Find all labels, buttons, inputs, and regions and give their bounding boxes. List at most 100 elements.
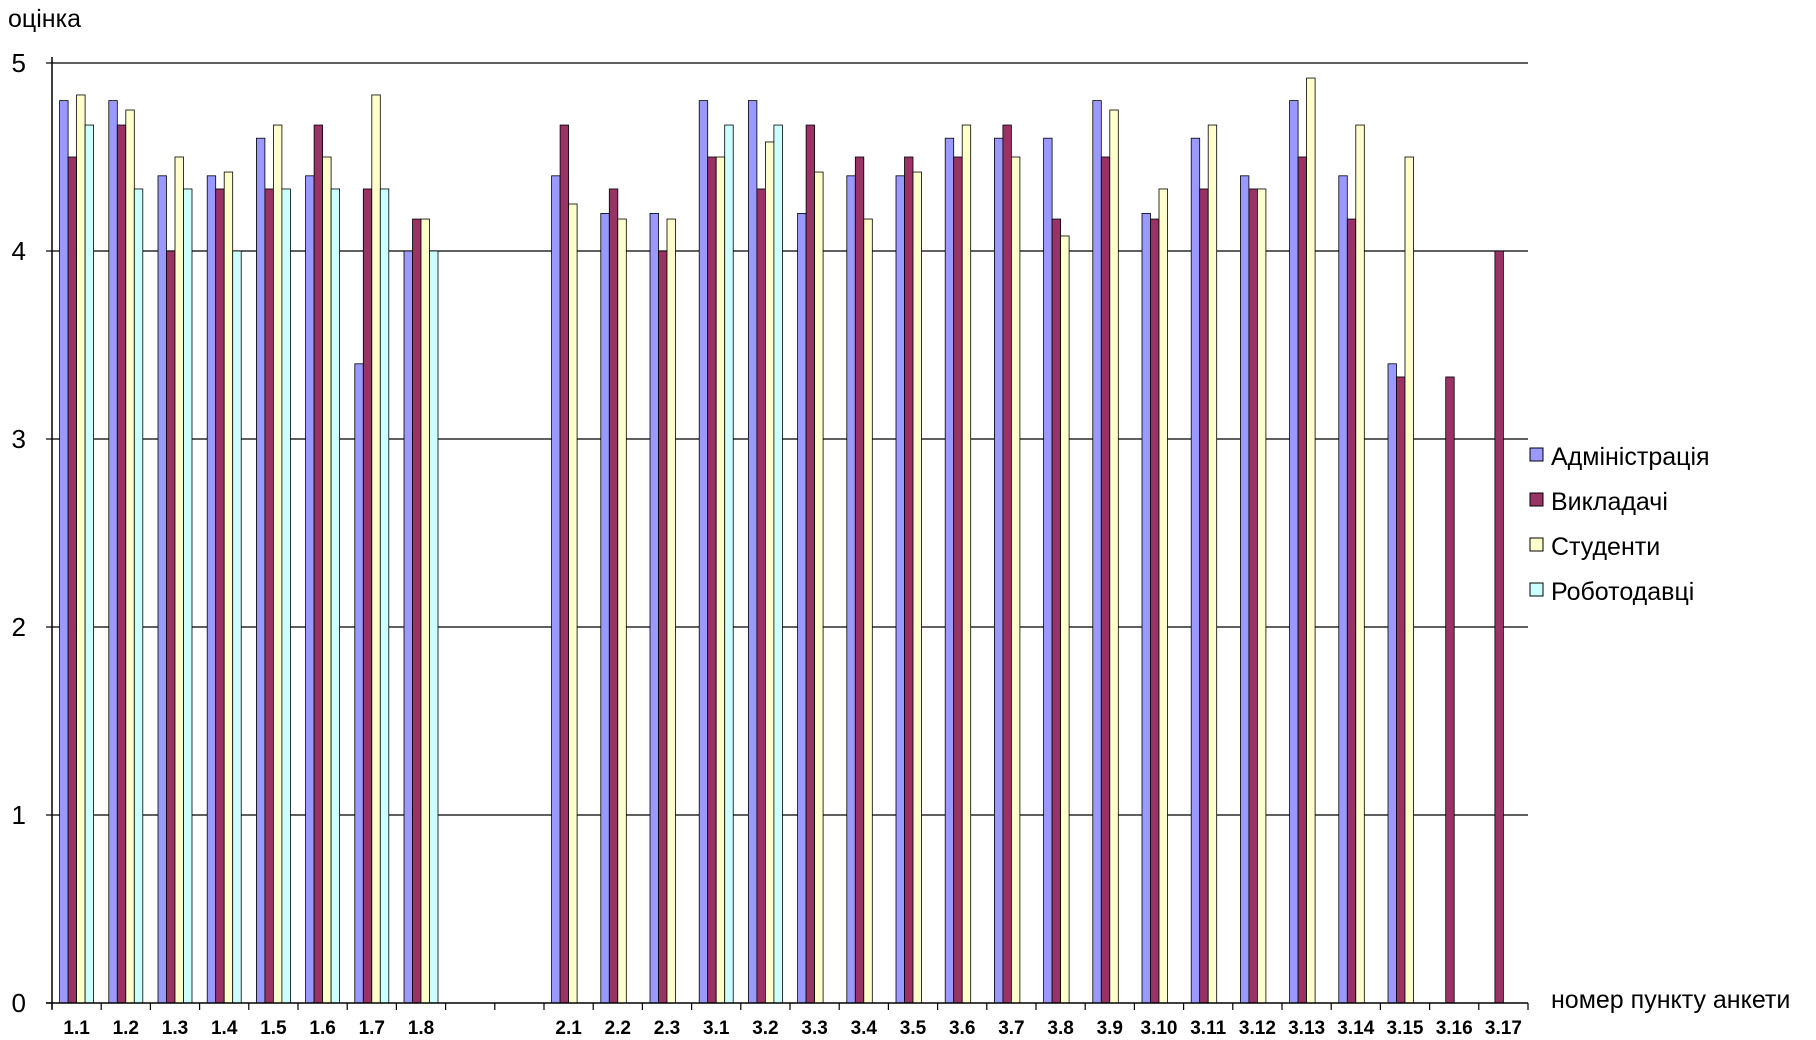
bar — [559, 124, 569, 1004]
bar — [1109, 109, 1119, 1004]
bar — [1338, 175, 1348, 1004]
bar — [961, 124, 972, 1004]
bar — [1248, 188, 1258, 1004]
bar — [912, 171, 922, 1004]
y-tick-label: 0 — [12, 988, 26, 1018]
x-tick-label: 2.3 — [654, 1018, 680, 1039]
bar — [206, 175, 217, 1004]
bar — [953, 156, 963, 1004]
bar — [797, 212, 807, 1004]
x-tick-label: 3.6 — [949, 1018, 975, 1039]
bar — [1289, 100, 1299, 1004]
legend-label: Адміністрація — [1551, 443, 1710, 471]
x-tick-label: 1.6 — [309, 1018, 335, 1039]
bar — [649, 212, 659, 1004]
bar — [608, 188, 619, 1004]
bar — [1150, 218, 1160, 1004]
x-tick-label: 1.2 — [113, 1018, 139, 1039]
bar — [994, 137, 1004, 1004]
x-tick-label: 1.5 — [260, 1018, 287, 1039]
bar — [698, 100, 709, 1004]
legend-swatch — [1529, 582, 1544, 597]
bar — [429, 250, 439, 1004]
bar — [264, 188, 274, 1004]
bar — [1060, 235, 1070, 1004]
legend-label: Студенти — [1551, 533, 1660, 561]
bar — [568, 203, 578, 1004]
x-tick-label: 3.17 — [1485, 1018, 1522, 1039]
bar — [371, 94, 381, 1004]
x-tick-label: 3.13 — [1288, 1018, 1325, 1039]
x-tick-label: 3.7 — [998, 1018, 1024, 1039]
legend-swatch — [1529, 537, 1544, 552]
bar — [133, 188, 144, 1004]
legend-swatch — [1529, 447, 1544, 462]
x-tick-label: 3.4 — [851, 1018, 878, 1039]
bar — [420, 218, 430, 1004]
bar — [108, 100, 118, 1004]
x-tick-label: 1.1 — [63, 1018, 90, 1039]
bar — [125, 109, 135, 1004]
bar — [666, 218, 676, 1004]
bar — [272, 124, 283, 1004]
bar — [658, 250, 668, 1004]
x-tick-label: 1.4 — [211, 1018, 238, 1039]
bar — [1346, 218, 1357, 1004]
bar — [322, 156, 332, 1004]
bar — [354, 363, 364, 1004]
bar — [1207, 124, 1218, 1004]
bar — [1494, 250, 1504, 1004]
bar — [1257, 188, 1267, 1004]
bar — [1011, 156, 1021, 1004]
y-tick-labels: 0 1 2 3 4 5 — [12, 48, 26, 1018]
x-tick-label: 3.9 — [1097, 1018, 1123, 1039]
bar — [1043, 137, 1053, 1004]
bar — [281, 188, 291, 1004]
y-tick-label: 5 — [12, 48, 26, 78]
bar — [895, 175, 905, 1004]
x-tick-label: 3.10 — [1141, 1018, 1178, 1039]
bar — [157, 175, 167, 1004]
bar — [232, 250, 242, 1004]
bar — [773, 124, 783, 1004]
bar — [1199, 188, 1209, 1004]
legend-swatch — [1529, 492, 1544, 507]
bar — [944, 137, 955, 1004]
bar — [1092, 100, 1102, 1004]
bar — [904, 156, 914, 1004]
legend-label: Роботодавці — [1551, 578, 1694, 606]
bar — [1445, 376, 1455, 1004]
bar — [707, 156, 717, 1004]
bar — [403, 250, 413, 1004]
x-tick-label: 3.16 — [1436, 1018, 1473, 1039]
bar — [617, 218, 627, 1004]
x-tick-label: 1.7 — [359, 1018, 385, 1039]
x-tick-label: 3.15 — [1387, 1018, 1424, 1039]
x-axis-label: номер пункту анкети — [1551, 986, 1790, 1014]
bar — [600, 212, 610, 1004]
bar — [313, 124, 324, 1004]
bar — [715, 156, 726, 1004]
bar — [1396, 376, 1406, 1004]
x-tick-labels: 1.1 1.2 1.3 1.4 1.5 1.6 1.7 1.8 2.1 2.2 2.3 3.1 3.2 3… — [63, 1018, 1522, 1039]
x-tick-label: 1.3 — [162, 1018, 188, 1039]
bar — [1306, 77, 1316, 1004]
bar — [765, 141, 775, 1004]
y-axis-label: оцінка — [8, 5, 81, 33]
bar — [223, 171, 234, 1004]
x-tick-label: 3.2 — [752, 1018, 778, 1039]
bar — [174, 156, 184, 1004]
bar — [1297, 156, 1307, 1004]
bar — [724, 124, 734, 1004]
bar — [1158, 188, 1168, 1004]
bar — [215, 188, 225, 1004]
bar — [255, 137, 266, 1004]
x-tick-label: 3.14 — [1337, 1018, 1374, 1039]
bar — [805, 124, 815, 1004]
gridlines — [52, 62, 1528, 816]
bar — [362, 188, 373, 1004]
x-tick-label: 3.5 — [900, 1018, 927, 1039]
x-tick-label: 3.8 — [1047, 1018, 1073, 1039]
bar — [166, 250, 176, 1004]
